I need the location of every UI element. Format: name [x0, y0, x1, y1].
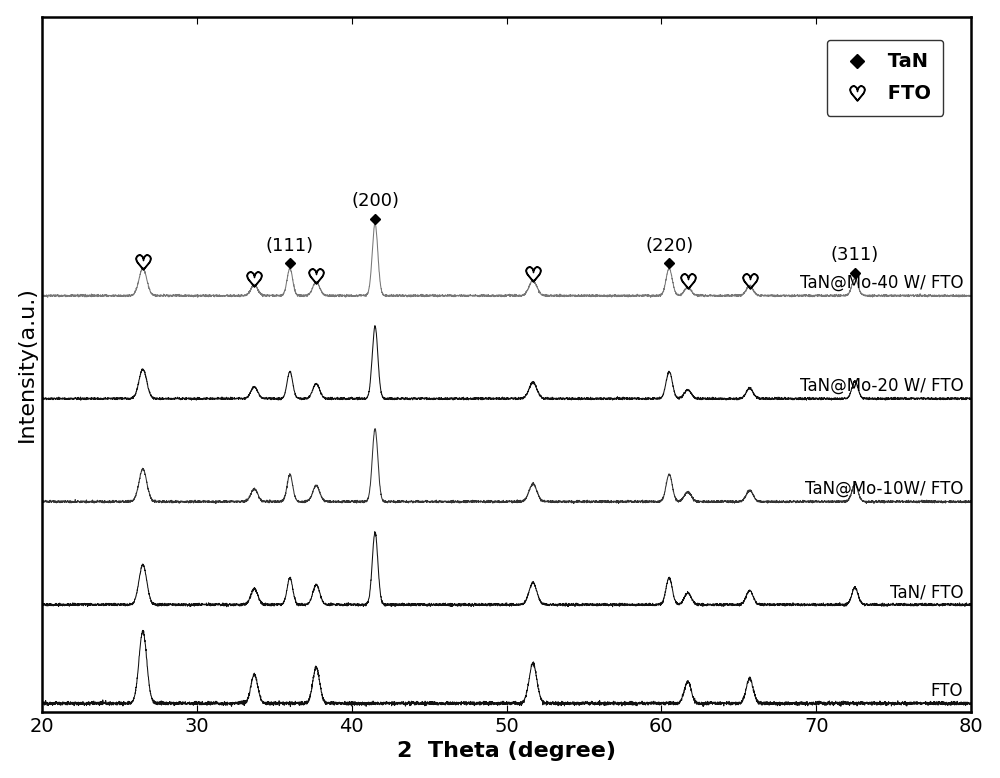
- Text: TaN@Mo-40 W/ FTO: TaN@Mo-40 W/ FTO: [800, 274, 963, 293]
- Text: FTO: FTO: [931, 682, 963, 700]
- Y-axis label: Intensity(a.u.): Intensity(a.u.): [17, 286, 37, 442]
- Text: TaN/ FTO: TaN/ FTO: [890, 584, 963, 601]
- Text: (111): (111): [266, 237, 314, 254]
- Text: TaN@Mo-10W/ FTO: TaN@Mo-10W/ FTO: [805, 480, 963, 498]
- X-axis label: 2  Theta (degree): 2 Theta (degree): [397, 741, 616, 762]
- Text: (220): (220): [645, 237, 693, 254]
- Text: (311): (311): [831, 247, 879, 265]
- Text: (200): (200): [351, 192, 399, 210]
- Legend:  TaN,  FTO: TaN, FTO: [827, 40, 943, 115]
- Text: TaN@Mo-20 W/ FTO: TaN@Mo-20 W/ FTO: [800, 377, 963, 395]
